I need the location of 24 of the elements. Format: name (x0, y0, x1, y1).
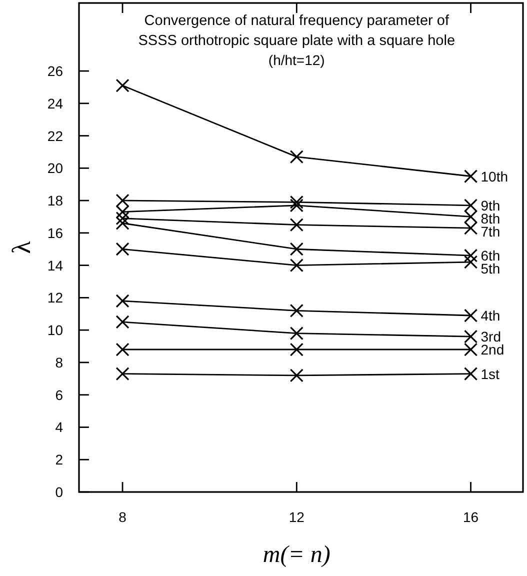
x-axis-title: m(= n) (262, 542, 330, 568)
series-label: 4th (480, 308, 500, 324)
text: Convergence of natural frequency parameter of SSSS orthotropic square plate with a square hole (138, 13, 456, 49)
text: (h/ht=12) (268, 52, 325, 68)
y-tick-label: 6 (55, 386, 64, 403)
y-tick-label: 24 (47, 95, 64, 112)
x-tick-label: 8 (118, 509, 127, 525)
x-tick-label: 12 (288, 509, 305, 525)
series-label: 10th (480, 168, 508, 184)
y-axis-title: λ (7, 240, 36, 254)
y-tick-label: 12 (47, 290, 64, 306)
series-label: 1st (480, 366, 500, 382)
y-tick-label: 0 (55, 484, 64, 500)
y-tick-label: 14 (47, 257, 64, 274)
y-tick-label: 16 (47, 224, 64, 241)
x-tick-label: 16 (462, 509, 479, 525)
y-tick-label: 20 (47, 160, 64, 176)
y-tick-label: 26 (47, 63, 64, 80)
y-tick-label: 4 (55, 419, 64, 436)
y-tick-label: 8 (55, 354, 64, 370)
y-tick-label: 10 (47, 322, 64, 338)
y-tick-label: 22 (47, 128, 64, 144)
y-tick-label: 2 (55, 452, 64, 468)
y-tick-label: 18 (47, 192, 64, 209)
